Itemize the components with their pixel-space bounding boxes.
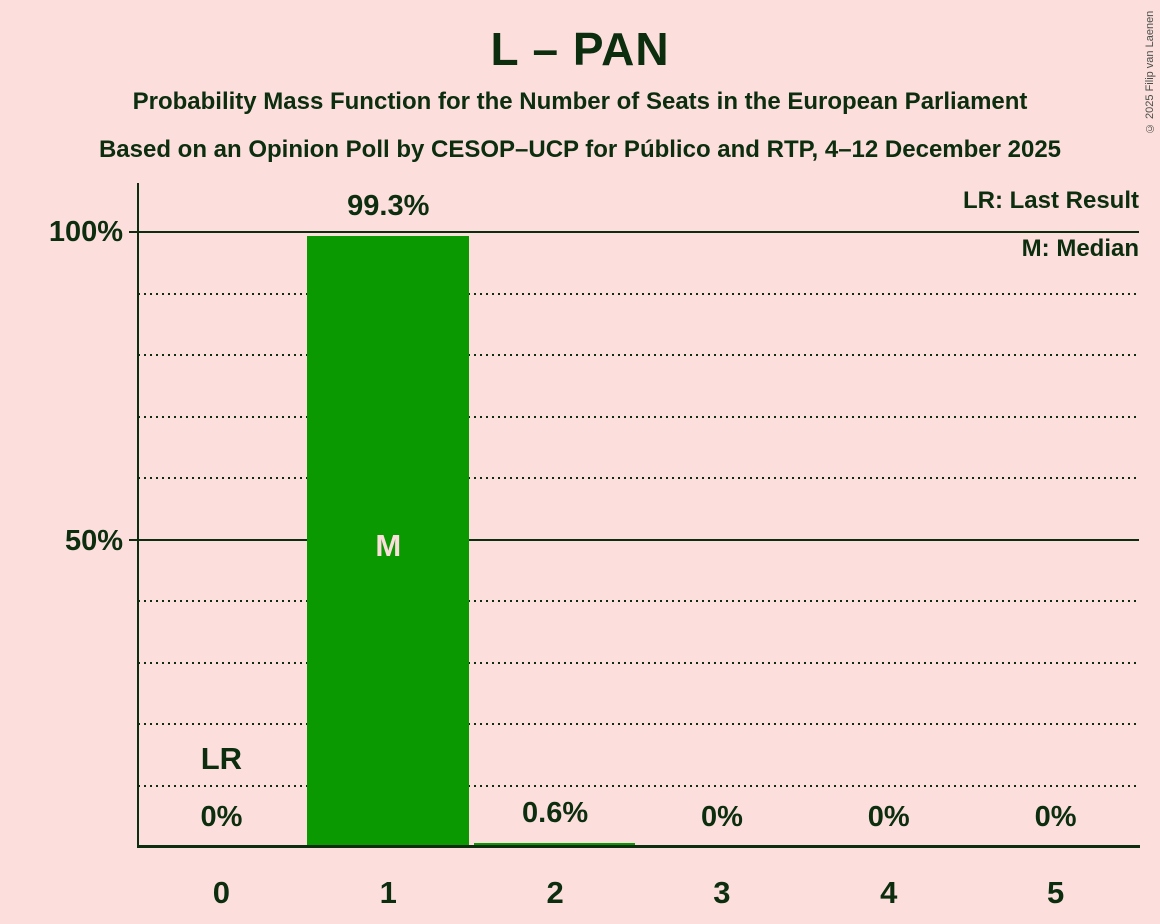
gridline-20pct bbox=[138, 723, 1139, 725]
gridline-solid-50pct bbox=[129, 538, 1139, 541]
bar-value-label-2: 0.6% bbox=[522, 797, 589, 829]
bar-value-label-5: 0% bbox=[1034, 801, 1077, 833]
chart-subtitle: Probability Mass Function for the Number… bbox=[132, 88, 1028, 115]
gridline-30pct bbox=[138, 661, 1139, 664]
bar-seats-1 bbox=[306, 236, 469, 847]
chart-title: L – PAN bbox=[490, 23, 670, 75]
y-axis-label-50: 50% bbox=[64, 525, 123, 557]
gridline-solid-100pct bbox=[129, 231, 1139, 233]
gridline-10pct bbox=[138, 784, 1139, 787]
bar-value-label-4: 0% bbox=[867, 801, 910, 833]
x-axis-tick-label-4: 4 bbox=[880, 875, 898, 910]
x-axis-tick-label-3: 3 bbox=[713, 875, 731, 910]
legend-median: M: Median bbox=[1021, 235, 1139, 262]
legend-last-result: LR: Last Result bbox=[962, 187, 1139, 214]
x-axis-line bbox=[137, 845, 1140, 848]
chart-source-line: Based on an Opinion Poll by CESOP–UCP fo… bbox=[98, 136, 1062, 163]
y-axis-label-100: 100% bbox=[48, 216, 123, 248]
gridline-70pct bbox=[138, 415, 1139, 418]
y-axis-line bbox=[137, 183, 139, 848]
gridline-60pct bbox=[138, 477, 1139, 479]
x-axis-tick-label-0: 0 bbox=[212, 875, 231, 910]
x-axis-tick-label-5: 5 bbox=[1046, 875, 1065, 910]
last-result-marker: LR bbox=[200, 741, 243, 776]
bar-value-label-3: 0% bbox=[700, 801, 743, 833]
gridline-80pct bbox=[138, 354, 1139, 356]
gridline-90pct bbox=[138, 292, 1139, 295]
gridline-40pct bbox=[138, 600, 1139, 602]
bar-value-label-1: 99.3% bbox=[347, 190, 430, 222]
median-marker: M bbox=[375, 528, 402, 563]
bar-value-label-0: 0% bbox=[200, 801, 243, 833]
x-axis-tick-label-2: 2 bbox=[546, 875, 564, 910]
x-axis-tick-label-1: 1 bbox=[379, 875, 397, 910]
